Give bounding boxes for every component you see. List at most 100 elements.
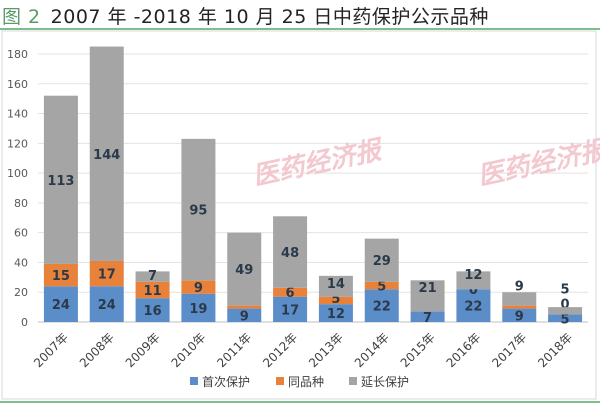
data-label: 19 <box>189 302 207 317</box>
bar-segment <box>502 308 537 322</box>
bar-segment <box>89 46 124 261</box>
data-label: 22 <box>464 300 482 315</box>
data-label: 5 <box>561 282 570 297</box>
x-tick-label: 2015年 <box>398 330 438 370</box>
y-tick-label: 20 <box>14 286 28 299</box>
data-label: 14 <box>327 277 345 292</box>
data-label: 15 <box>52 269 70 284</box>
legend-swatch <box>349 377 357 385</box>
bar-segment <box>364 281 399 290</box>
x-tick-label: 2011年 <box>214 330 254 370</box>
title-text: 2007 年 -2018 年 10 月 25 日中药保护公示品种 <box>50 6 489 28</box>
bar-segment <box>89 260 124 287</box>
x-tick-label: 2018年 <box>535 330 575 370</box>
x-tick-label: 2010年 <box>169 330 209 370</box>
bar-segment <box>318 304 353 322</box>
bar-segment <box>456 289 491 322</box>
bar-segment <box>181 138 216 281</box>
chart-title: 图 2 2007 年 -2018 年 10 月 25 日中药保护公示品种 <box>2 2 489 29</box>
data-label: 21 <box>419 281 437 296</box>
data-label: 5 <box>331 292 340 307</box>
data-label: 16 <box>144 304 162 319</box>
bar-segment <box>548 307 583 315</box>
data-label: 6 <box>286 286 295 301</box>
data-label: 9 <box>240 309 249 324</box>
bar-segment <box>410 280 445 312</box>
bar-segment <box>273 287 308 297</box>
bar-segment <box>135 271 170 282</box>
data-label: 24 <box>52 298 70 313</box>
bar-segment <box>181 280 216 294</box>
data-label: 9 <box>194 281 203 296</box>
y-tick-label: 100 <box>7 167 28 180</box>
data-label: 7 <box>423 311 432 326</box>
data-label: 95 <box>189 204 207 219</box>
y-tick-label: 0 <box>21 316 28 329</box>
legend-label: 延长保护 <box>361 375 409 389</box>
data-label: 5 <box>561 312 570 327</box>
y-tick-label: 60 <box>14 227 28 240</box>
data-label: 29 <box>373 254 391 269</box>
y-tick-label: 80 <box>14 197 28 210</box>
data-label: 7 <box>148 269 157 284</box>
bar-segment <box>502 305 537 309</box>
y-tick-label: 160 <box>7 78 28 91</box>
data-label: 0 <box>561 297 570 312</box>
bar-segment <box>456 271 491 290</box>
bar-segment <box>181 293 216 322</box>
legend-swatch <box>276 377 284 385</box>
x-tick-label: 2012年 <box>260 330 300 370</box>
bar-segment <box>227 232 262 306</box>
data-label: 24 <box>98 298 116 313</box>
x-tick-label: 2007年 <box>31 330 71 370</box>
legend-swatch <box>190 377 198 385</box>
bar-segment <box>43 263 78 287</box>
bar-segment <box>318 275 353 297</box>
y-tick-label: 140 <box>7 108 28 121</box>
x-tick-label: 2013年 <box>306 330 346 370</box>
x-tick-label: 2017年 <box>489 330 529 370</box>
data-label: 12 <box>327 307 345 322</box>
bar-segment <box>273 296 308 322</box>
bar-segment <box>135 298 170 322</box>
data-label: 17 <box>281 303 299 318</box>
figure-number: 图 2 <box>2 6 41 28</box>
y-tick-label: 120 <box>7 137 28 150</box>
legend-label: 首次保护 <box>202 375 250 389</box>
plot-border <box>1 30 597 400</box>
data-label: 9 <box>515 279 524 294</box>
data-label: 0 <box>469 283 478 298</box>
bar-segment <box>364 238 399 282</box>
bar-segment <box>273 216 308 288</box>
bar-segment <box>410 311 445 322</box>
x-tick-label: 2014年 <box>352 330 392 370</box>
y-tick-label: 40 <box>14 256 28 269</box>
bar-segment <box>43 286 78 322</box>
data-label: 17 <box>98 268 116 283</box>
data-label: 113 <box>47 174 74 189</box>
data-label: 12 <box>464 268 482 283</box>
legend-label: 同品种 <box>288 375 324 389</box>
data-label: 49 <box>235 263 253 278</box>
bar-segment <box>89 286 124 322</box>
data-label: 9 <box>515 309 524 324</box>
bar-segment <box>502 292 537 306</box>
bar-segment <box>548 314 583 322</box>
bar-segment <box>135 281 170 299</box>
x-tick-label: 2008年 <box>77 330 117 370</box>
bar-segment <box>227 308 262 322</box>
data-label: 5 <box>377 280 386 295</box>
bar-segment <box>43 95 78 264</box>
data-label: 11 <box>144 284 162 299</box>
y-tick-label: 180 <box>7 48 28 61</box>
x-tick-label: 2009年 <box>123 330 163 370</box>
data-label: 22 <box>373 300 391 315</box>
data-label: 144 <box>93 148 120 163</box>
bar-segment <box>227 305 262 309</box>
data-label: 48 <box>281 246 299 261</box>
bar-segment <box>318 296 353 305</box>
x-tick-label: 2016年 <box>444 330 484 370</box>
bar-segment <box>364 289 399 322</box>
